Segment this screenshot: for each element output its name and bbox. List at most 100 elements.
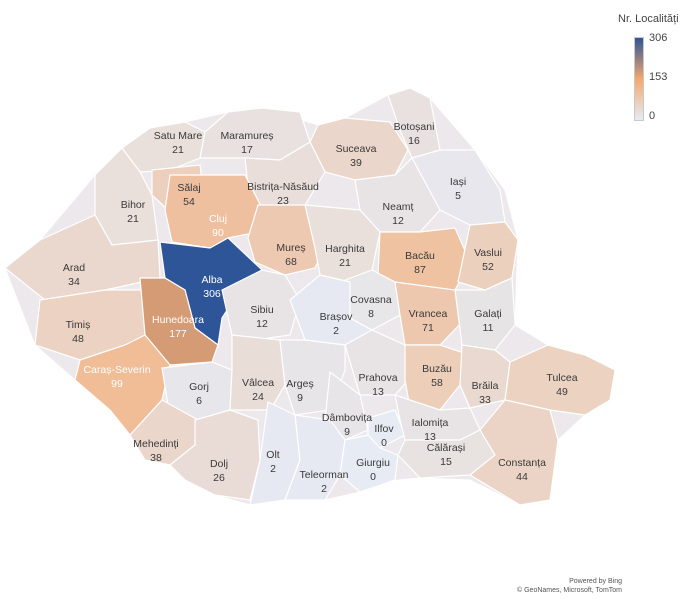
region-value-label: 13 (424, 431, 436, 443)
region-name-label: Argeș (286, 378, 313, 390)
region-suceava[interactable] (309, 117, 409, 181)
region-name-label: Brașov (320, 311, 353, 323)
region-name-label: Buzău (422, 363, 452, 375)
region-value-label: 38 (150, 452, 162, 464)
region-name-label: Călărași (427, 442, 466, 454)
region-name-label: Sălaj (177, 182, 200, 194)
region-name-label: Mehedinți (133, 438, 179, 450)
county-labels: Satu Mare 21 Maramureș 17 Botoșani 16 Suceava 3… (63, 121, 578, 495)
region-value-label: 24 (252, 391, 264, 403)
region-name-label: Bihor (121, 199, 146, 211)
region-name-label: Constanța (498, 457, 546, 469)
region-name-label: Vrancea (409, 308, 448, 320)
credits-attribution: © GeoNames, Microsoft, TomTom (517, 587, 622, 594)
region-value-label: 49 (556, 386, 568, 398)
region-name-label: Gorj (189, 381, 209, 393)
legend-mid-label: 153 (649, 71, 668, 83)
region-name-label: Brăila (472, 380, 499, 392)
region-name-label: Timiș (66, 319, 91, 331)
region-value-label: 33 (479, 394, 491, 406)
region-iasi[interactable] (411, 149, 506, 226)
region-value-label: 0 (370, 471, 376, 483)
region-value-label: 21 (172, 144, 184, 156)
legend-gradient-bar (634, 37, 644, 121)
region-value-label: 17 (241, 144, 253, 156)
legend-min-label: 0 (649, 110, 656, 122)
region-value-label: 15 (440, 456, 452, 468)
region-name-label: Vâlcea (242, 377, 274, 389)
region-name-label: Bacău (405, 250, 435, 262)
region-dolj[interactable] (169, 409, 261, 501)
region-value-label: 90 (212, 227, 224, 239)
legend-title: Nr. Localități (618, 13, 679, 25)
region-name-label: Ilfov (374, 423, 394, 435)
region-value-label: 5 (455, 190, 461, 202)
region-value-label: 34 (68, 276, 80, 288)
region-value-label: 16 (408, 135, 420, 147)
region-constanta[interactable] (468, 399, 559, 506)
region-value-label: 58 (431, 377, 443, 389)
region-value-label: 26 (213, 472, 225, 484)
region-name-label: Bistrița-Năsăud (247, 181, 319, 193)
region-value-label: 23 (277, 195, 289, 207)
region-name-label: Iași (450, 176, 466, 188)
county-regions (4, 87, 616, 506)
region-name-label: Neamț (383, 201, 414, 213)
region-name-label: Prahova (358, 372, 397, 384)
region-name-label: Dolj (210, 458, 228, 470)
region-name-label: Teleorman (299, 469, 348, 481)
region-name-label: Tulcea (546, 372, 577, 384)
region-value-label: 2 (270, 463, 276, 475)
region-name-label: Vaslui (474, 247, 502, 259)
region-value-label: 21 (339, 257, 351, 269)
region-name-label: Galați (474, 308, 501, 320)
region-value-label: 11 (483, 322, 494, 334)
region-name-label: Satu Mare (154, 130, 203, 142)
region-value-label: 48 (72, 333, 84, 345)
region-value-label: 0 (381, 437, 387, 449)
region-value-label: 52 (482, 261, 494, 273)
region-name-label: Caraș-Severin (83, 364, 150, 376)
region-name-label: Botoșani (394, 121, 435, 133)
region-name-label: Olt (266, 449, 280, 461)
region-name-label: Suceava (336, 143, 377, 155)
region-value-label: 12 (256, 318, 268, 330)
region-value-label: 44 (516, 471, 528, 483)
region-name-label: Arad (63, 262, 85, 274)
region-buzau[interactable] (404, 344, 471, 411)
region-name-label: Harghita (325, 243, 365, 255)
region-value-label: 2 (321, 483, 327, 495)
region-value-label: 13 (372, 386, 384, 398)
region-value-label: 2 (333, 325, 339, 337)
region-value-label: 177 (169, 328, 187, 340)
region-name-label: Dâmbovița (322, 412, 372, 424)
region-value-label: 306 (203, 288, 221, 300)
region-name-label: Giurgiu (356, 457, 390, 469)
region-value-label: 71 (422, 322, 434, 334)
credits-powered-by: Powered by Bing (569, 578, 622, 585)
region-dambovita[interactable] (324, 370, 369, 441)
region-value-label: 39 (350, 157, 362, 169)
region-name-label: Cluj (209, 213, 227, 225)
region-value-label: 9 (297, 392, 303, 404)
region-teleorman[interactable] (284, 414, 346, 501)
region-value-label: 8 (368, 308, 374, 320)
map-credits: Powered by Bing © GeoNames, Microsoft, T… (517, 577, 622, 595)
region-value-label: 12 (392, 215, 404, 227)
region-value-label: 9 (344, 426, 350, 438)
region-value-label: 6 (196, 395, 202, 407)
region-name-label: Ialomița (412, 417, 449, 429)
region-name-label: Maramureș (220, 130, 273, 142)
region-giurgiu[interactable] (339, 434, 399, 493)
region-name-label: Hunedoara (152, 314, 204, 326)
region-name-label: Covasna (350, 294, 392, 306)
region-name-label: Sibiu (250, 304, 274, 316)
region-value-label: 21 (127, 213, 139, 225)
region-value-label: 87 (414, 264, 426, 276)
region-value-label: 68 (285, 256, 297, 268)
region-name-label: Mureș (276, 242, 305, 254)
legend-max-label: 306 (649, 32, 668, 44)
region-value-label: 54 (183, 196, 195, 208)
region-ilfov[interactable] (367, 409, 406, 449)
